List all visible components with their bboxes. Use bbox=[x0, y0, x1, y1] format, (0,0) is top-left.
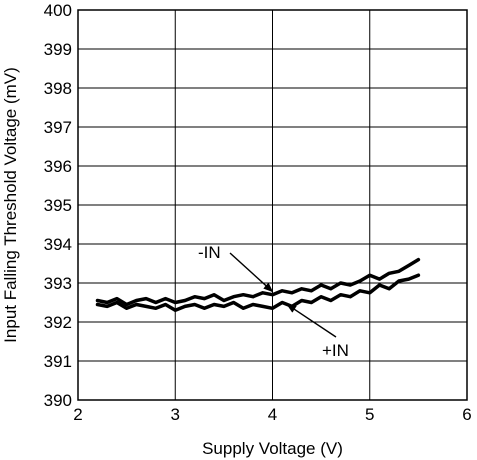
grid bbox=[77, 9, 468, 401]
y-tick-label: 394 bbox=[44, 235, 72, 254]
annotations: -IN +IN bbox=[198, 243, 349, 360]
series-line-minus-in bbox=[95, 257, 421, 307]
y-tick-label: 397 bbox=[44, 118, 72, 137]
y-tick-labels: 390 391 392 393 394 395 396 397 398 399 400 bbox=[44, 1, 72, 410]
y-tick-label: 392 bbox=[44, 313, 72, 332]
y-tick-label: 398 bbox=[44, 79, 72, 98]
annotation-plus-in-label: +IN bbox=[322, 341, 349, 360]
x-tick-labels: 2 3 4 5 6 bbox=[73, 405, 471, 424]
x-tick-label: 6 bbox=[462, 405, 471, 424]
series-line-plus-in bbox=[95, 273, 421, 313]
y-tick-label: 393 bbox=[44, 274, 72, 293]
annotation-plus-in-arrow bbox=[286, 303, 337, 338]
annotation-minus-in-arrow bbox=[229, 252, 274, 293]
x-tick-label: 2 bbox=[73, 405, 82, 424]
plot-frame bbox=[77, 9, 468, 401]
y-tick-label: 400 bbox=[44, 1, 72, 20]
annotation-minus-in-label: -IN bbox=[198, 243, 221, 262]
x-tick-label: 4 bbox=[268, 405, 277, 424]
y-tick-label: 390 bbox=[44, 391, 72, 410]
x-axis-title: Supply Voltage (V) bbox=[202, 439, 343, 458]
y-tick-label: 391 bbox=[44, 352, 72, 371]
x-tick-label: 3 bbox=[171, 405, 180, 424]
y-tick-label: 396 bbox=[44, 157, 72, 176]
series-lines bbox=[95, 257, 421, 313]
x-tick-label: 5 bbox=[365, 405, 374, 424]
y-axis-title: Input Falling Threshold Voltage (mV) bbox=[1, 67, 20, 343]
y-tick-label: 395 bbox=[44, 196, 72, 215]
y-tick-label: 399 bbox=[44, 40, 72, 59]
